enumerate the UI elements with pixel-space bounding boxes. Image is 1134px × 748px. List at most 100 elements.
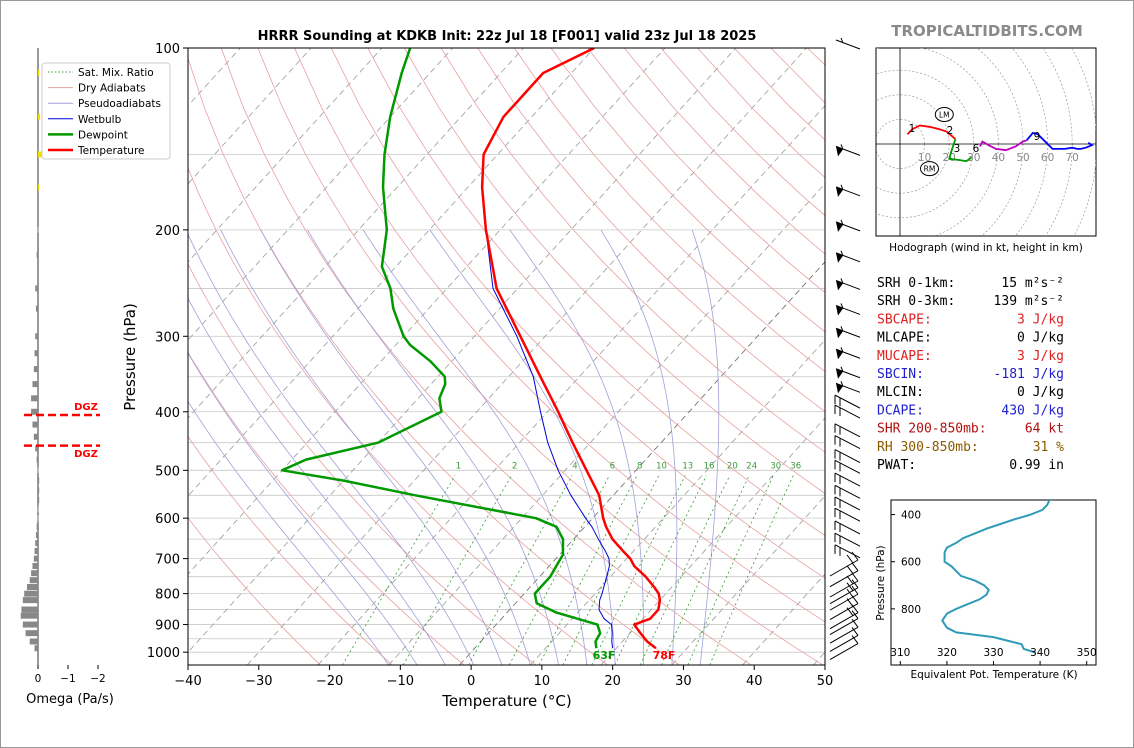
- pseudoadiabat-line: [188, 400, 390, 665]
- omega-bar: [22, 621, 38, 628]
- omega-bar: [32, 562, 38, 569]
- theta-e-frame: [890, 499, 1097, 666]
- omega-bar: [35, 305, 38, 312]
- index-label: PWAT:: [877, 458, 916, 473]
- mixing-ratio-line: [614, 475, 707, 665]
- theta-e-panel: 310 320 330 340 350 400 600 800: [890, 499, 1097, 666]
- skewt-legend: Sat. Mix. Ratio Dry Adiabats Pseudoadiabat…: [41, 62, 171, 160]
- legend-label: Wetbulb: [78, 114, 122, 126]
- index-value: 139 m²s⁻²: [994, 294, 1064, 309]
- mixing-ratio-label: 2: [512, 461, 517, 471]
- theta-e-x-tick-label: 320: [937, 647, 957, 659]
- sounding-indices: SRH 0-1km: 15 m²s⁻² SRH 0-3km: 139 m²s⁻² SBC…: [877, 276, 1064, 473]
- omega-bar: [34, 547, 38, 554]
- omega-bar: [20, 612, 38, 619]
- skewt-axes: −40 −30 −20 −10 0 10 20 30 40 50 100 200 300 400 500 60…: [147, 42, 833, 689]
- skewt-x-tick-label: −10: [387, 674, 414, 689]
- omega-x-axis-label: Omega (Pa/s): [26, 692, 114, 707]
- index-value: 430 J/kg: [1001, 403, 1064, 418]
- omega-x-tick-label: −1: [60, 673, 75, 685]
- skewt-x-tick-label: 50: [817, 674, 834, 689]
- mixing-ratio-line: [538, 475, 638, 665]
- wind-barb: [829, 551, 859, 577]
- dry-adiabat-line: [513, 48, 825, 372]
- mixing-ratio-label: 20: [727, 461, 738, 471]
- wind-barb: [834, 423, 861, 438]
- skewt-profiles: [280, 48, 662, 650]
- index-value: -181 J/kg: [994, 367, 1064, 382]
- pseudoadiabat-line: [188, 297, 446, 665]
- index-label: DCAPE:: [877, 403, 924, 418]
- omega-bar: [32, 381, 38, 388]
- skewt-axes-frame: [187, 47, 826, 666]
- omega-bar: [35, 285, 38, 292]
- omega-bar: [38, 477, 40, 484]
- omega-bar: [33, 366, 38, 373]
- skewt-x-tick-label: −20: [316, 674, 343, 689]
- surface-dewpoint-label: 63F: [593, 649, 616, 662]
- skewt-x-tick-label: 40: [746, 674, 763, 689]
- wind-barb: [835, 381, 861, 394]
- mixing-ratio-line: [639, 475, 731, 665]
- legend-label: Pseudoadiabats: [78, 98, 161, 110]
- legend-label: Dewpoint: [78, 129, 128, 141]
- mixing-ratio-label: 1: [456, 461, 461, 471]
- index-value: 0 J/kg: [1017, 331, 1064, 346]
- pseudoadiabat-line: [429, 229, 616, 665]
- index-label: SHR 200-850mb:: [877, 422, 987, 437]
- hodograph-ring-label: 30: [967, 152, 980, 164]
- index-value: 31 %: [1033, 440, 1064, 455]
- dry-adiabat-line: [188, 263, 537, 665]
- isotherm-line: [246, 48, 807, 665]
- wind-barb: [829, 579, 859, 605]
- omega-bar: [25, 630, 38, 637]
- legend-label: Dry Adiabats: [78, 83, 146, 95]
- omega-bar: [37, 226, 39, 233]
- omega-bar: [38, 151, 42, 158]
- mixing-ratio-line: [591, 475, 686, 665]
- skewt-y-tick-label: 100: [155, 42, 180, 57]
- omega-bar: [35, 445, 38, 452]
- index-label: SBCIN:: [877, 367, 924, 382]
- isotherm-line: [188, 48, 524, 419]
- storm-motion-marker: [920, 161, 940, 177]
- wind-barb: [835, 37, 861, 50]
- hodograph-trace: [979, 139, 1027, 152]
- skewt-x-axis-label: Temperature (°C): [441, 692, 571, 710]
- hodograph-caption: Hodograph (wind in kt, height in km): [889, 242, 1083, 254]
- omega-bar: [33, 433, 38, 440]
- theta-e-x-tick-label: 350: [1077, 647, 1097, 659]
- dewpoint-profile: [280, 48, 602, 649]
- isotherm-line: [188, 48, 666, 575]
- theta-e-x-axis-label: Equivalent Pot. Temperature (K): [910, 669, 1077, 681]
- index-label: MLCIN:: [877, 385, 924, 400]
- omega-bar: [38, 497, 40, 504]
- wind-barb: [834, 435, 861, 450]
- index-label: RH 300-850mb:: [877, 440, 979, 455]
- wind-barb: [829, 604, 859, 630]
- omega-bar: [37, 467, 39, 474]
- hodograph-ring-label: 60: [1041, 152, 1054, 164]
- wind-barb: [834, 394, 861, 409]
- wind-barb: [834, 507, 861, 522]
- omega-bar: [31, 570, 38, 577]
- dry-adiabat-line: [294, 48, 825, 623]
- wind-barb: [829, 572, 859, 598]
- theta-e-profile: [941, 500, 1052, 654]
- wind-barb: [834, 496, 861, 511]
- wind-barb: [834, 484, 861, 499]
- dry-adiabat-line: [440, 48, 825, 453]
- wind-barb: [834, 404, 861, 419]
- pseudoadiabat-line: [188, 352, 418, 665]
- skewt-x-tick-label: −30: [245, 674, 272, 689]
- skewt-y-tick-label: 600: [155, 512, 180, 527]
- dry-adiabat-line: [188, 517, 321, 665]
- wind-barb: [834, 532, 861, 547]
- index-label: MUCAPE:: [877, 349, 932, 364]
- chart-title: HRRR Sounding at KDKB Init: 22z Jul 18 […: [258, 29, 757, 44]
- skewt-y-axis-label: Pressure (hPa): [121, 303, 139, 411]
- skewt-background-lines: 1 2 4 6 8 10 13 16 20 24 30 36: [188, 48, 825, 665]
- wind-barb: [835, 219, 861, 232]
- omega-bar: [34, 350, 38, 357]
- omega-bar: [38, 70, 40, 77]
